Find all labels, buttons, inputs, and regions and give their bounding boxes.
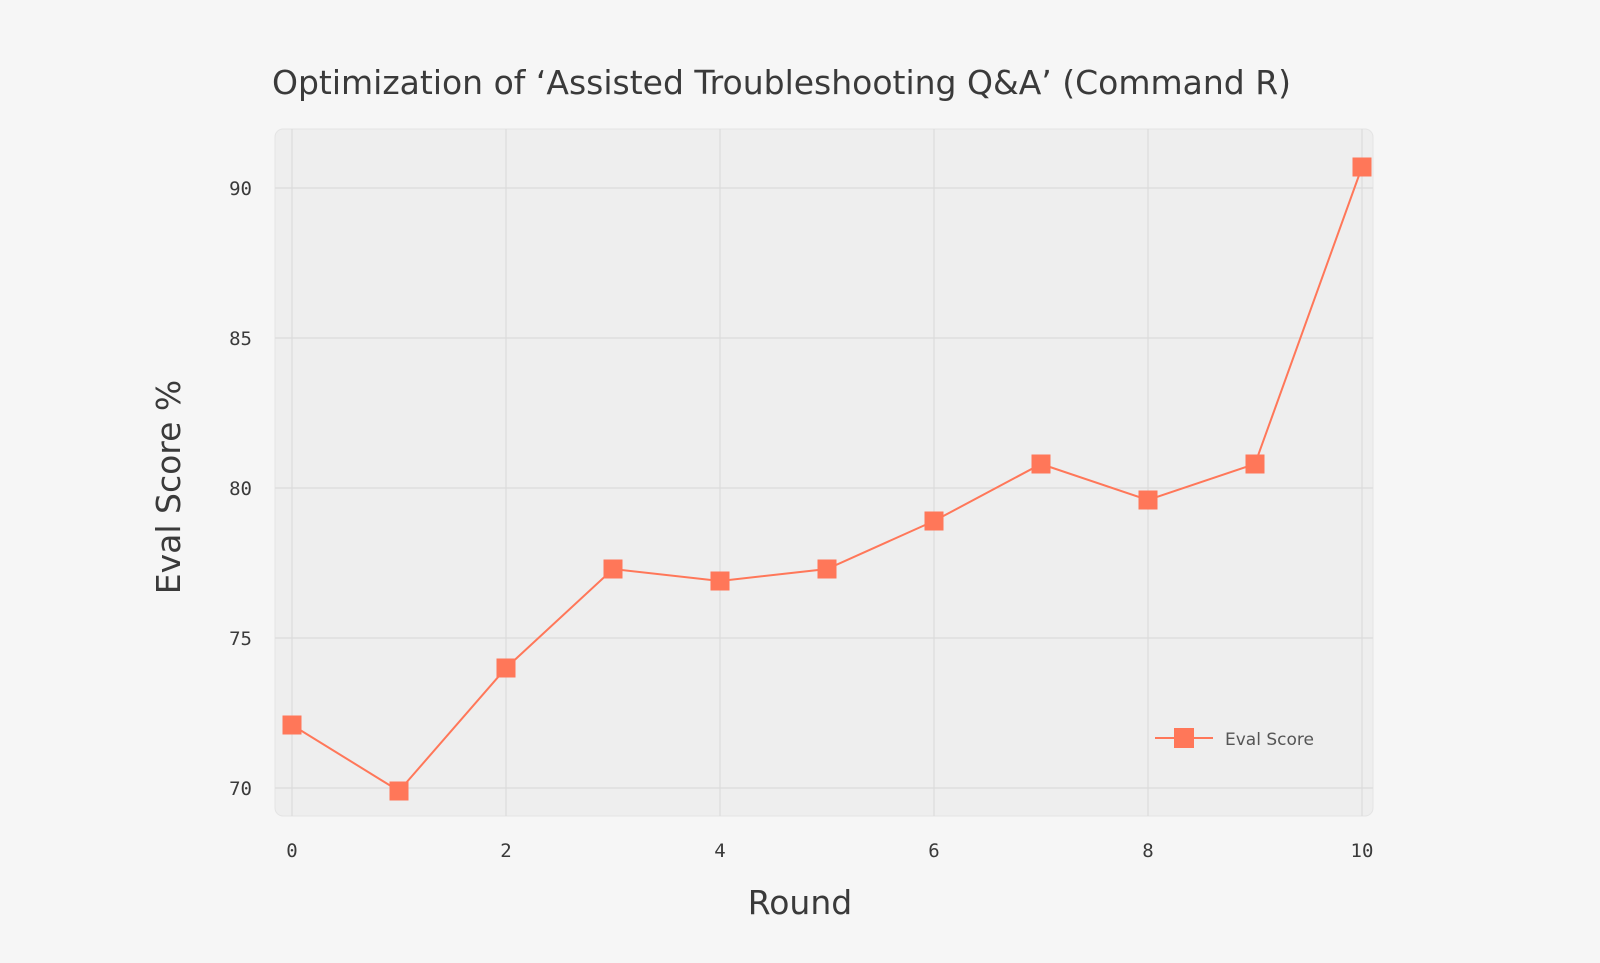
data-point-marker bbox=[282, 715, 302, 735]
data-point-marker bbox=[817, 559, 837, 579]
x-tick-label: 4 bbox=[714, 840, 725, 862]
data-point-marker bbox=[1138, 490, 1158, 510]
chart-title: Optimization of ‘Assisted Troubleshootin… bbox=[272, 63, 1291, 102]
data-point-marker bbox=[1352, 157, 1372, 177]
y-axis-ticks: 70 75 80 85 90 bbox=[229, 178, 252, 800]
x-tick-label: 10 bbox=[1351, 840, 1374, 862]
data-point-marker bbox=[603, 559, 623, 579]
grid-lines bbox=[275, 129, 1373, 816]
legend: Eval Score bbox=[1155, 728, 1314, 750]
y-tick-label: 90 bbox=[229, 178, 252, 200]
data-point-marker bbox=[389, 781, 409, 801]
y-axis-label: Eval Score % bbox=[149, 380, 188, 595]
data-point-marker bbox=[496, 658, 516, 678]
x-tick-label: 0 bbox=[286, 840, 297, 862]
series-layer bbox=[282, 157, 1372, 801]
y-tick-label: 80 bbox=[229, 478, 252, 500]
data-point-marker bbox=[1031, 454, 1051, 474]
y-tick-label: 85 bbox=[229, 328, 252, 350]
x-axis-ticks: 0 2 4 6 8 10 bbox=[286, 840, 1373, 862]
x-axis-label: Round bbox=[748, 883, 852, 922]
data-point-marker bbox=[924, 511, 944, 531]
plot-area bbox=[274, 128, 1374, 817]
data-point-marker bbox=[1245, 454, 1265, 474]
x-tick-label: 2 bbox=[500, 840, 511, 862]
legend-label: Eval Score bbox=[1225, 730, 1314, 750]
x-tick-label: 6 bbox=[928, 840, 939, 862]
y-tick-label: 70 bbox=[229, 778, 252, 800]
data-point-marker bbox=[710, 571, 730, 591]
legend-marker bbox=[1174, 728, 1194, 748]
x-tick-label: 8 bbox=[1142, 840, 1153, 862]
y-tick-label: 75 bbox=[229, 628, 252, 650]
